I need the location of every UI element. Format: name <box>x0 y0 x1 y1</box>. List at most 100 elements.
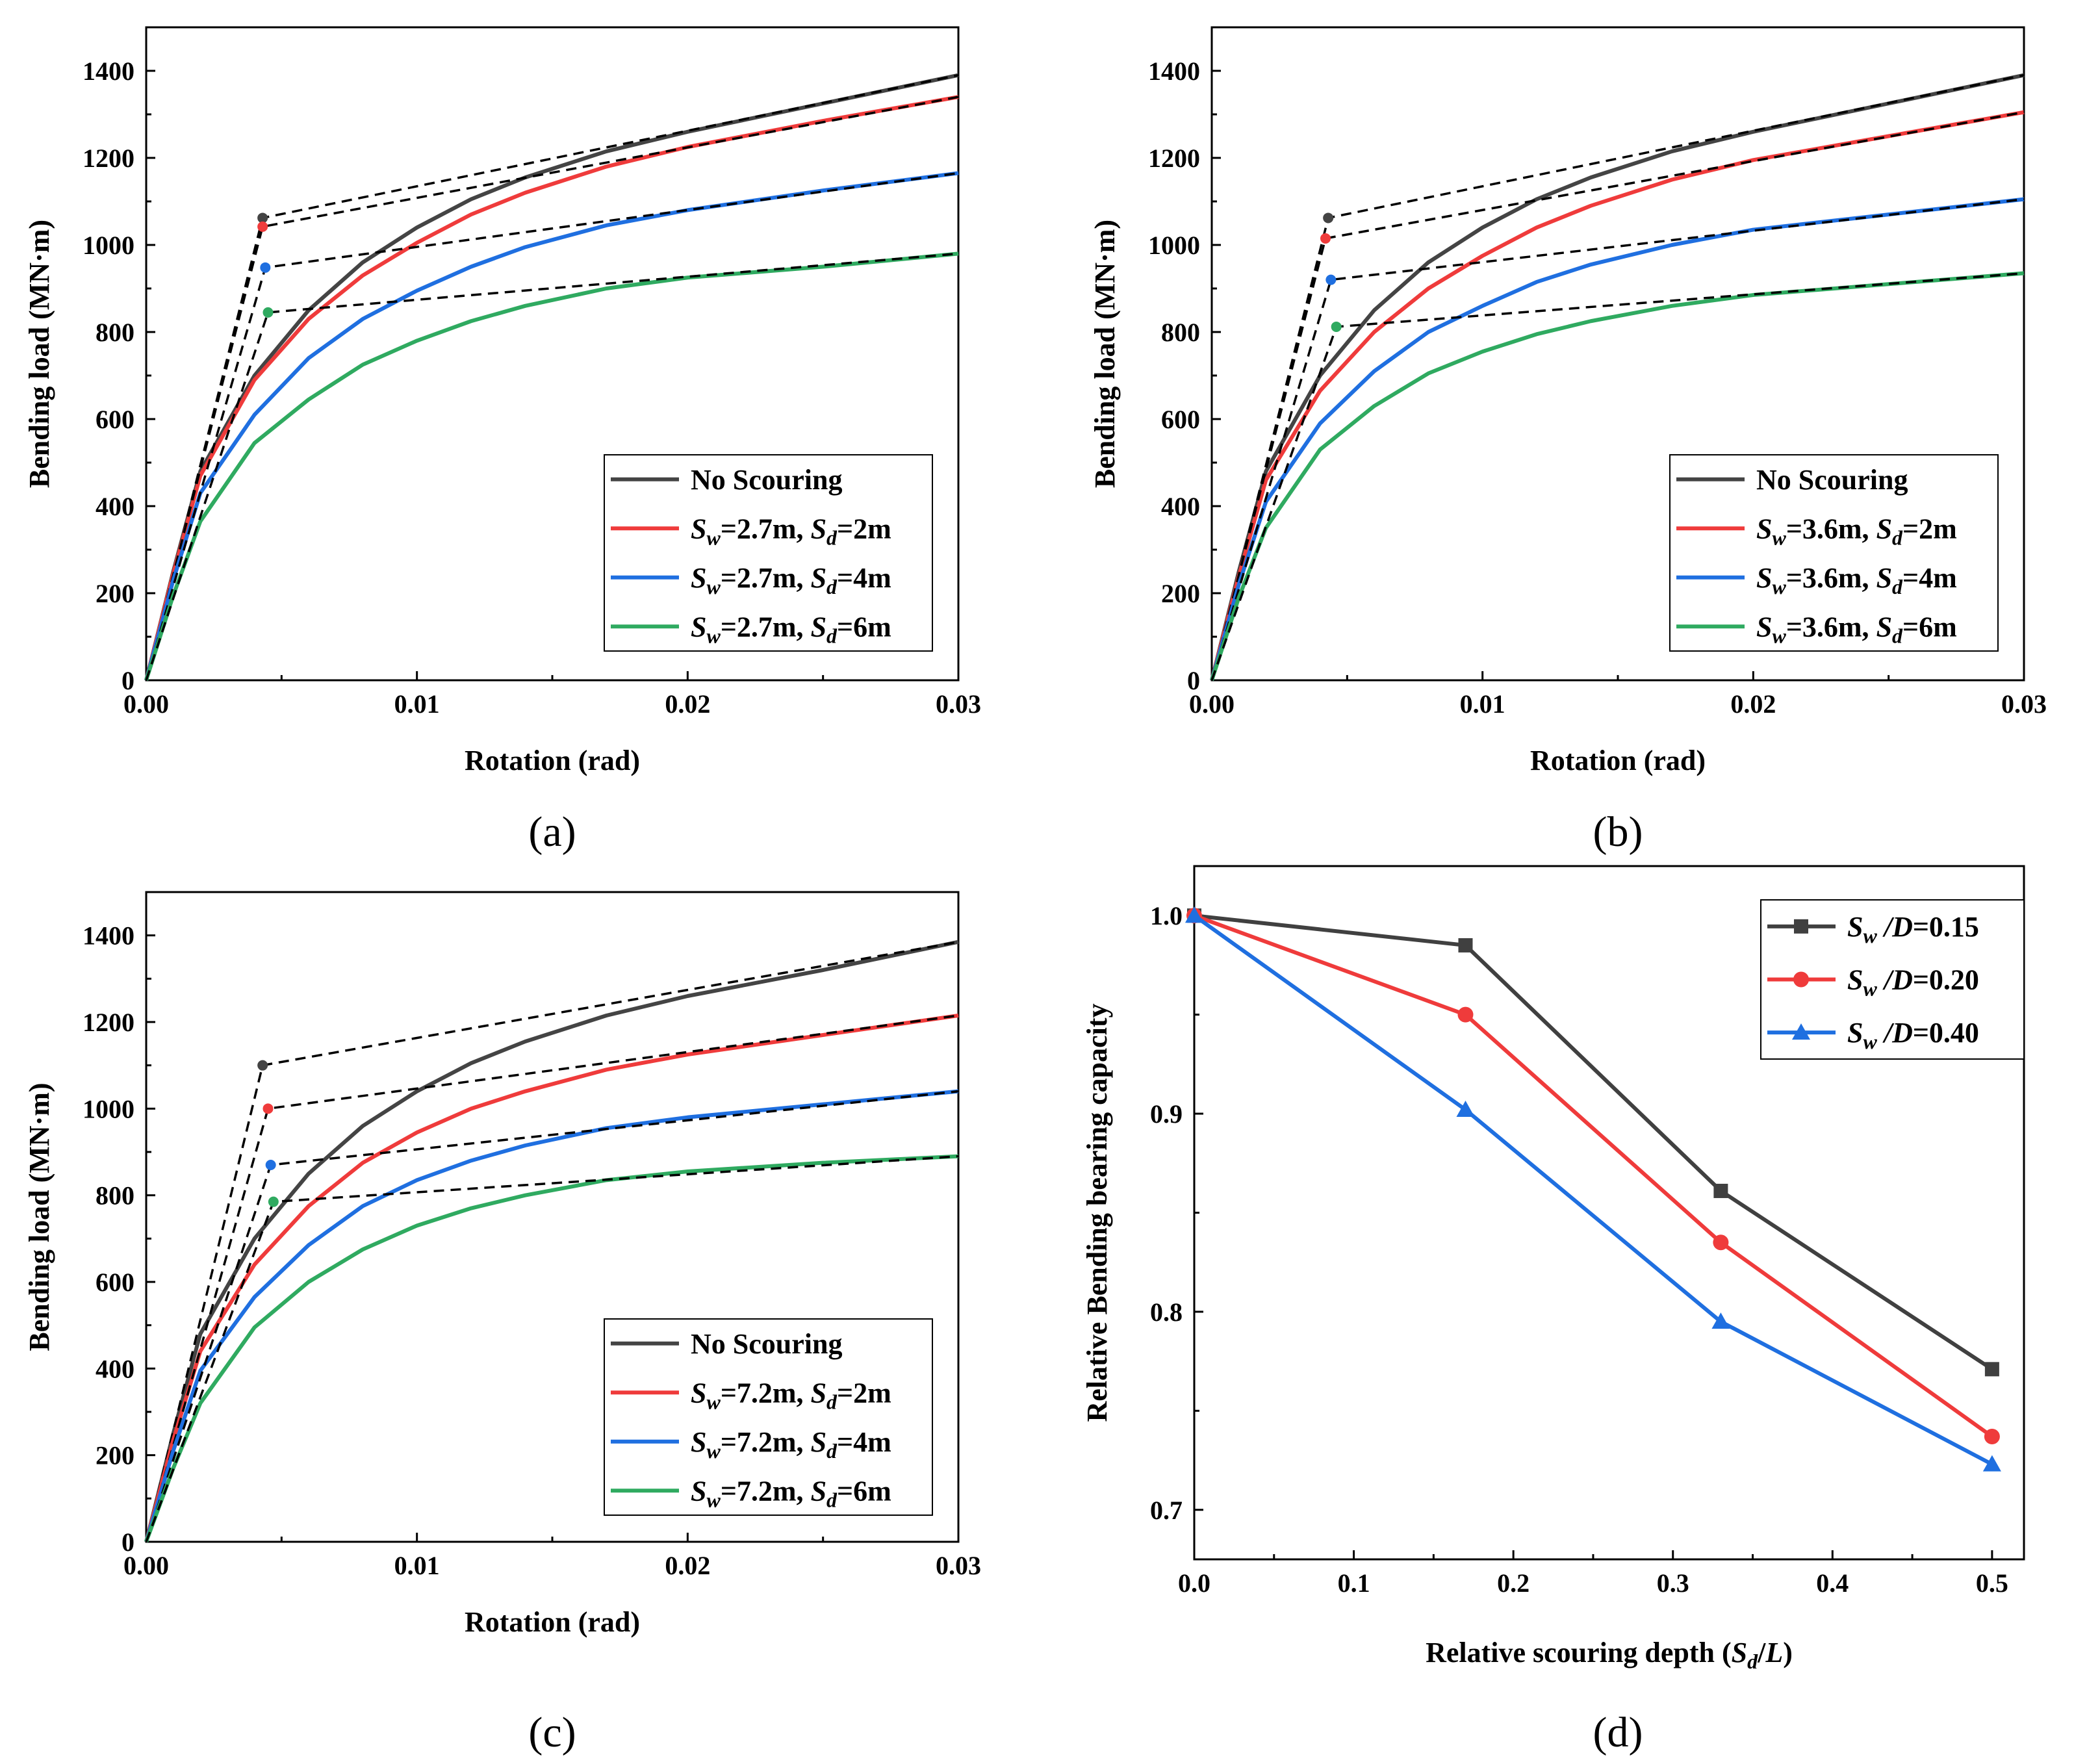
y-tick-label: 800 <box>96 318 134 347</box>
legend: No Scouring Sw=2.7m, Sd=2m Sw=2.7m, Sd=4m S… <box>604 454 933 652</box>
data-point-square <box>1458 938 1473 952</box>
legend-label: Sw /D=0.20 <box>1847 964 1979 1001</box>
legend-box <box>604 454 933 652</box>
y-tick-label: 1400 <box>83 57 134 86</box>
legend-label: Sw=2.7m, Sd=4m <box>691 562 891 598</box>
y-tick-label: 0.7 <box>1150 1496 1183 1525</box>
yield-point <box>265 1160 276 1170</box>
series-line <box>144 251 959 681</box>
yield-point <box>260 262 271 273</box>
series-line <box>144 1089 959 1542</box>
x-tick-label: 0.1 <box>1338 1568 1370 1598</box>
x-tick-label: 0.02 <box>665 689 710 719</box>
yield-point <box>262 307 274 318</box>
data-point-square <box>1713 1183 1728 1198</box>
series-line <box>144 73 959 681</box>
y-axis-title: Relative Bending bearing capacity <box>1081 1003 1113 1422</box>
legend-marker-square <box>1794 919 1808 934</box>
x-tick-label: 0.00 <box>123 689 169 719</box>
panel-label: (d) <box>1593 1709 1643 1756</box>
y-tick-label: 400 <box>96 1354 134 1383</box>
y-tick-label: 200 <box>96 1441 134 1470</box>
x-tick-label: 0.03 <box>2001 689 2047 719</box>
x-tick-label: 0.00 <box>1189 689 1235 719</box>
yield-point <box>268 1196 279 1207</box>
yield-point <box>1331 321 1342 332</box>
x-tick-label: 0.03 <box>936 1551 981 1580</box>
x-tick-label: 0.02 <box>665 1551 710 1580</box>
legend-label: Sw=2.7m, Sd=6m <box>691 611 891 647</box>
y-axis-title: Bending load (MN·m) <box>23 1082 55 1351</box>
y-tick-label: 1200 <box>83 144 134 173</box>
legend-label: Sw=7.2m, Sd=6m <box>691 1475 891 1511</box>
y-tick-label: 200 <box>1161 579 1200 608</box>
legend-label: No Scouring <box>691 1328 842 1360</box>
data-point-triangle <box>1456 1100 1475 1117</box>
y-tick-label: 0.8 <box>1150 1297 1183 1327</box>
legend-label: No Scouring <box>691 464 842 496</box>
series-line <box>144 1014 959 1542</box>
data-point-triangle <box>1982 1455 2001 1472</box>
legend-label: No Scouring <box>1756 464 1908 496</box>
chart-panel-4: 0.0 0.1 0.2 0.3 0.4 0.5 0.7 0.8 0.9 1.0 Relative s… <box>1081 865 2025 1756</box>
series-line <box>1210 110 2025 681</box>
panel-label: (c) <box>528 1709 576 1756</box>
y-tick-label: 1400 <box>1148 57 1200 86</box>
x-tick-label: 0.3 <box>1657 1568 1689 1598</box>
panel-label: (a) <box>528 808 576 856</box>
yield-point <box>1325 274 1337 285</box>
legend: No Scouring Sw=3.6m, Sd=2m Sw=3.6m, Sd=4m S… <box>1669 454 1999 652</box>
yield-point <box>1320 233 1331 244</box>
x-tick-label: 0.00 <box>123 1551 169 1580</box>
x-tick-label: 0.4 <box>1816 1568 1849 1598</box>
x-tick-label: 0.01 <box>394 1551 440 1580</box>
yield-point <box>257 221 268 232</box>
bilinear-fit-line <box>145 96 959 681</box>
series-line <box>1193 914 1993 1438</box>
legend-box <box>604 1318 933 1516</box>
data-point-square <box>1984 1362 1999 1377</box>
x-tick-label: 0.02 <box>1730 689 1776 719</box>
legend-label: Sw=3.6m, Sd=4m <box>1756 562 1957 598</box>
y-tick-label: 0.9 <box>1150 1099 1183 1129</box>
y-tick-label: 1000 <box>1148 231 1200 260</box>
data-point-triangle <box>1185 906 1203 923</box>
y-axis-title: Bending load (MN·m) <box>1089 220 1121 488</box>
y-tick-label: 800 <box>96 1181 134 1210</box>
x-tick-label: 0.01 <box>394 689 440 719</box>
y-tick-label: 0 <box>122 666 134 695</box>
y-tick-label: 200 <box>96 579 134 608</box>
bilinear-fit-line <box>1210 198 2025 681</box>
y-tick-label: 800 <box>1161 318 1200 347</box>
data-point-circle <box>1713 1234 1729 1251</box>
legend-label: Sw=7.2m, Sd=2m <box>691 1377 891 1413</box>
chart-panel-2: 0.00 0.01 0.02 0.03 0 200 400 600 800 1000 1200 140… <box>1089 26 2047 856</box>
x-tick-label: 0.2 <box>1497 1568 1530 1598</box>
x-axis-title: Rotation (rad) <box>465 1606 640 1638</box>
chart-panel-3: 0.00 0.01 0.02 0.03 0 200 400 600 800 1000 1200 140… <box>23 891 981 1756</box>
y-tick-label: 400 <box>1161 492 1200 521</box>
legend-label: Sw /D=0.40 <box>1847 1017 1979 1053</box>
series-line <box>1194 914 1993 1371</box>
legend-box <box>1669 454 1999 652</box>
panel-label: (b) <box>1593 808 1643 856</box>
x-axis-title: Rotation (rad) <box>1530 745 1706 776</box>
y-tick-label: 1400 <box>83 921 134 951</box>
yield-point <box>257 1060 268 1071</box>
series-line <box>144 940 959 1542</box>
chart-panel-1: 0.00 0.01 0.02 0.03 0 200 400 600 800 1000 1200 140… <box>23 26 981 856</box>
y-tick-label: 1000 <box>83 231 134 260</box>
legend-label: Sw /D=0.15 <box>1847 911 1979 947</box>
y-tick-label: 1.0 <box>1150 901 1183 930</box>
data-point-circle <box>1457 1006 1474 1023</box>
bilinear-fit-line <box>145 1014 959 1542</box>
x-tick-label: 0.5 <box>1976 1568 2008 1598</box>
y-tick-label: 0 <box>1187 666 1200 695</box>
legend-label: Sw=3.6m, Sd=6m <box>1756 611 1957 647</box>
y-tick-label: 600 <box>96 1268 134 1297</box>
y-axis-title: Bending load (MN·m) <box>23 220 55 488</box>
x-tick-label: 0.03 <box>936 689 981 719</box>
yield-point <box>262 1103 274 1114</box>
series-line <box>1210 73 2025 681</box>
